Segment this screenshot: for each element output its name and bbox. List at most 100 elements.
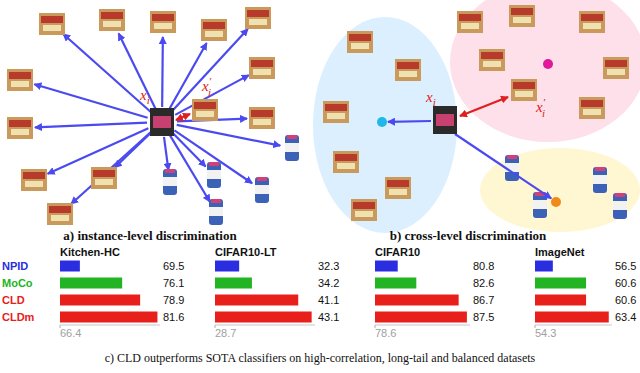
arrow	[34, 84, 147, 117]
thumbnail	[479, 49, 505, 71]
thumbnail-bg	[7, 117, 33, 139]
thumbnail-detail	[605, 60, 627, 67]
thumbnail	[579, 11, 605, 33]
thumbnail-detail	[581, 100, 603, 107]
thumbnail-detail	[459, 14, 481, 21]
bar	[60, 295, 140, 306]
thumbnail-detail	[209, 162, 219, 166]
bar	[60, 278, 122, 289]
category-label: MoCo	[2, 277, 33, 289]
cluster	[313, 17, 457, 233]
thumbnail	[249, 107, 275, 129]
data-label: 60.6	[615, 294, 636, 306]
thumbnail-detail	[49, 206, 71, 213]
data-label: 41.1	[318, 294, 339, 306]
thumbnail-detail	[23, 172, 45, 179]
data-label: 69.5	[163, 260, 184, 272]
panel-b: xix′ib) cross-level discrimination	[313, 0, 640, 243]
thumbnail-bg	[209, 199, 223, 225]
thumbnail	[99, 9, 125, 31]
thumbnail-detail	[436, 114, 454, 126]
thumbnail-detail	[353, 202, 375, 209]
thumbnail-detail	[615, 193, 625, 197]
centroid	[551, 197, 561, 207]
thumbnail-detail	[595, 167, 605, 171]
thumbnail-bg	[47, 203, 73, 225]
bar	[535, 278, 586, 289]
thumbnail-detail	[581, 14, 603, 21]
thumbnail-bg	[579, 97, 605, 119]
thumbnail-detail	[251, 60, 273, 67]
thumbnail-detail	[287, 135, 297, 139]
thumbnail-bg	[351, 199, 377, 221]
data-label: 81.6	[163, 311, 184, 323]
centroid	[543, 59, 553, 69]
thumbnail	[395, 59, 421, 81]
data-label: 56.5	[615, 260, 636, 272]
bar	[215, 261, 239, 272]
thumbnail	[579, 97, 605, 119]
thumbnail	[150, 108, 174, 136]
tick-label: 28.7	[215, 327, 236, 339]
thumbnail-bg	[511, 79, 537, 101]
thumbnail-detail	[335, 154, 357, 161]
thumbnail	[192, 99, 218, 121]
bar	[60, 312, 157, 323]
arrow	[176, 114, 190, 120]
thumbnail-detail	[583, 109, 601, 115]
bar	[375, 312, 467, 323]
thumbnail-detail	[285, 143, 299, 152]
chart-title: Kitchen-HC	[60, 246, 120, 258]
thumbnail	[245, 7, 271, 29]
thumbnail-detail	[95, 179, 113, 185]
tick-label: 66.4	[60, 327, 81, 339]
thumbnail-detail	[205, 31, 223, 37]
thumbnail-detail	[349, 34, 371, 41]
thumbnail-bg	[593, 167, 607, 193]
thumbnail-detail	[251, 110, 273, 117]
thumbnail-bg	[457, 11, 483, 33]
bars	[60, 261, 157, 323]
thumbnail-detail	[196, 111, 214, 117]
thumbnail	[201, 19, 227, 41]
node-label: xi	[425, 89, 436, 108]
thumbnail	[433, 106, 457, 134]
thumbnail-detail	[351, 43, 369, 49]
thumbnail-bg	[395, 59, 421, 81]
thumbnail-bg	[150, 108, 174, 136]
thumbnail-detail	[152, 14, 174, 21]
thumbnail	[207, 162, 221, 188]
thumbnail-detail	[43, 25, 61, 31]
thumbnail	[511, 79, 537, 101]
thumbnail	[150, 11, 176, 33]
bar	[215, 312, 312, 323]
thumbnail-detail	[153, 116, 171, 128]
thumbnail	[47, 203, 73, 225]
thumbnail-detail	[583, 23, 601, 29]
thumbnail	[163, 169, 177, 195]
thumbnail-bg	[479, 49, 505, 71]
thumbnail	[285, 135, 299, 161]
panel-caption: a) instance-level discrimination	[63, 228, 237, 243]
thumbnail	[91, 167, 117, 189]
thumbnail-detail	[613, 201, 627, 210]
thumbnail-detail	[247, 10, 269, 17]
thumbnail-bg	[163, 169, 177, 195]
label-sub: i	[542, 107, 545, 119]
thumbnail	[323, 101, 349, 123]
thumbnail	[385, 177, 411, 199]
thumbnail-detail	[9, 120, 31, 127]
thumbnail-bg	[245, 7, 271, 29]
thumbnail-detail	[207, 170, 221, 179]
thumbnail	[613, 193, 627, 219]
axis-line	[375, 325, 470, 326]
bar	[60, 261, 80, 272]
bar	[535, 312, 609, 323]
thumbnail-detail	[9, 72, 31, 79]
arrow	[71, 132, 151, 204]
thumbnail-detail	[257, 177, 267, 181]
thumbnail-bg	[249, 107, 275, 129]
thumbnail-detail	[593, 175, 607, 184]
thumbnail	[255, 177, 269, 203]
arrow	[388, 120, 431, 123]
